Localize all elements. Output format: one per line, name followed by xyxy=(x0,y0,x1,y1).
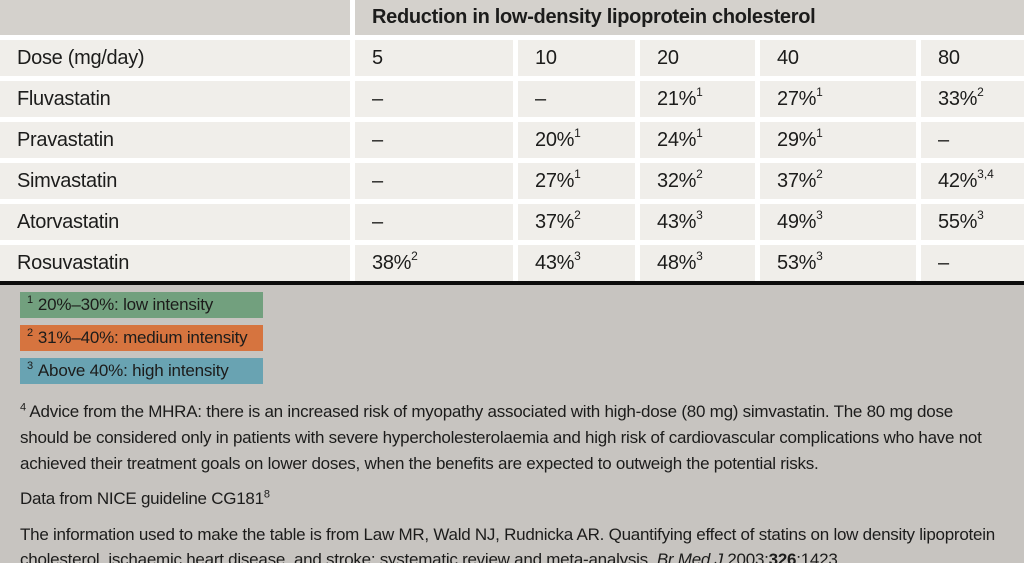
legend-label: 31%–40%: medium intensity xyxy=(37,328,248,347)
value-cell: – xyxy=(355,122,513,158)
value-cell: 20%1 xyxy=(518,122,635,158)
dose-header-10: 10 xyxy=(518,40,635,76)
dose-header-20: 20 xyxy=(640,40,755,76)
dose-header-80: 80 xyxy=(921,40,1024,76)
title-row: Reduction in low-density lipoprotein cho… xyxy=(0,0,1024,35)
value-cell: 33%2 xyxy=(921,81,1024,117)
statin-name: Simvastatin xyxy=(0,163,350,199)
value-cell: 43%3 xyxy=(518,245,635,281)
volume-number: 326 xyxy=(768,550,797,563)
statin-name: Fluvastatin xyxy=(0,81,350,117)
value-cell: 27%1 xyxy=(760,81,916,117)
value-cell: 49%3 xyxy=(760,204,916,240)
value-cell: 21%1 xyxy=(640,81,755,117)
table-row-rosuvastatin: Rosuvastatin 38%2 43%3 48%3 53%3 – xyxy=(0,245,1024,281)
value-cell: 27%1 xyxy=(518,163,635,199)
legend-label: 20%–30%: low intensity xyxy=(37,295,214,314)
mhra-advice-footnote: 4 Advice from the MHRA: there is an incr… xyxy=(20,401,982,473)
law-citation: The information used to make the table i… xyxy=(20,522,1004,563)
value-cell: – xyxy=(355,163,513,199)
value-cell: 29%1 xyxy=(760,122,916,158)
source-superscript: 8 xyxy=(263,488,270,501)
table-row-fluvastatin: Fluvastatin – – 21%1 27%1 33%2 xyxy=(0,81,1024,117)
legend-item-high-intensity: 3 Above 40%: high intensity xyxy=(20,358,263,384)
legend-label: Above 40%: high intensity xyxy=(37,361,229,380)
statin-dose-table: Reduction in low-density lipoprotein cho… xyxy=(0,0,1024,281)
journal-name: Br Med J xyxy=(656,550,723,563)
value-cell: – xyxy=(355,81,513,117)
statin-name: Pravastatin xyxy=(0,122,350,158)
legend-superscript: 2 xyxy=(27,327,33,340)
corner-cell xyxy=(0,0,350,35)
value-cell: 38%2 xyxy=(355,245,513,281)
statin-dose-table-section: Reduction in low-density lipoprotein cho… xyxy=(0,0,1024,281)
legend-item-low-intensity: 1 20%–30%: low intensity xyxy=(20,292,263,318)
value-cell: 32%2 xyxy=(640,163,755,199)
statin-name: Atorvastatin xyxy=(0,204,350,240)
section-divider xyxy=(0,281,1024,285)
legend-superscript: 1 xyxy=(27,294,33,307)
value-cell: 48%3 xyxy=(640,245,755,281)
dose-header-label: Dose (mg/day) xyxy=(0,40,350,76)
table-row-simvastatin: Simvastatin – 27%1 32%2 37%2 42%3,4 xyxy=(0,163,1024,199)
nice-guideline-source: Data from NICE guideline CG1818 xyxy=(20,488,270,508)
value-cell: 37%2 xyxy=(760,163,916,199)
dose-header-5: 5 xyxy=(355,40,513,76)
value-cell: 53%3 xyxy=(760,245,916,281)
table-row-pravastatin: Pravastatin – 20%1 24%1 29%1 – xyxy=(0,122,1024,158)
value-cell: 37%2 xyxy=(518,204,635,240)
table-row-atorvastatin: Atorvastatin – 37%2 43%3 49%3 55%3 xyxy=(0,204,1024,240)
table-title: Reduction in low-density lipoprotein cho… xyxy=(355,0,1024,35)
value-cell: – xyxy=(518,81,635,117)
value-cell: 55%3 xyxy=(921,204,1024,240)
dose-header-40: 40 xyxy=(760,40,916,76)
statin-name: Rosuvastatin xyxy=(0,245,350,281)
legend-superscript: 3 xyxy=(27,360,33,373)
value-cell: 43%3 xyxy=(640,204,755,240)
value-cell: 24%1 xyxy=(640,122,755,158)
dose-header-row: Dose (mg/day) 5 10 20 40 80 xyxy=(0,40,1024,76)
value-cell: 42%3,4 xyxy=(921,163,1024,199)
value-cell: – xyxy=(921,122,1024,158)
value-cell: – xyxy=(355,204,513,240)
footnote-superscript: 4 xyxy=(20,401,26,414)
legend-item-medium-intensity: 2 31%–40%: medium intensity xyxy=(20,325,263,351)
value-cell: – xyxy=(921,245,1024,281)
legend-and-footnotes-section: 1 20%–30%: low intensity 2 31%–40%: medium… xyxy=(0,285,1024,563)
